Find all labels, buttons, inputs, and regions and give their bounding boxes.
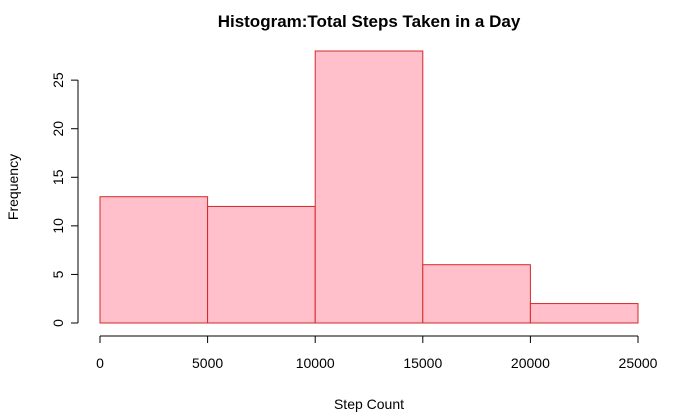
y-tick-label-0: 0 (50, 319, 66, 327)
x-tick-label-2: 10000 (296, 355, 335, 371)
bar-0 (99, 196, 209, 324)
bar-4 (529, 303, 639, 324)
bars-group (99, 50, 639, 324)
bar-2 (314, 50, 424, 324)
y-tick-label-2: 10 (50, 218, 66, 234)
y-tick-label-5: 25 (50, 72, 66, 88)
bar-3 (422, 264, 531, 324)
y-axis-label: Frequency (5, 154, 21, 220)
x-axis-label: Step Count (334, 396, 404, 412)
y-axis: 0 5 10 15 20 25 (50, 72, 79, 327)
x-tick-label-3: 15000 (403, 355, 442, 371)
bar-1 (207, 205, 316, 324)
x-tick-label-0: 0 (96, 355, 104, 371)
y-tick-label-1: 5 (50, 270, 66, 278)
x-tick-label-5: 25000 (619, 355, 658, 371)
y-tick-label-4: 20 (50, 121, 66, 137)
chart-title: Histogram:Total Steps Taken in a Day (218, 12, 521, 31)
x-axis: 0 5000 10000 15000 20000 25000 (96, 335, 658, 371)
x-tick-label-1: 5000 (192, 355, 223, 371)
x-tick-label-4: 20000 (511, 355, 550, 371)
y-tick-label-3: 15 (50, 169, 66, 185)
